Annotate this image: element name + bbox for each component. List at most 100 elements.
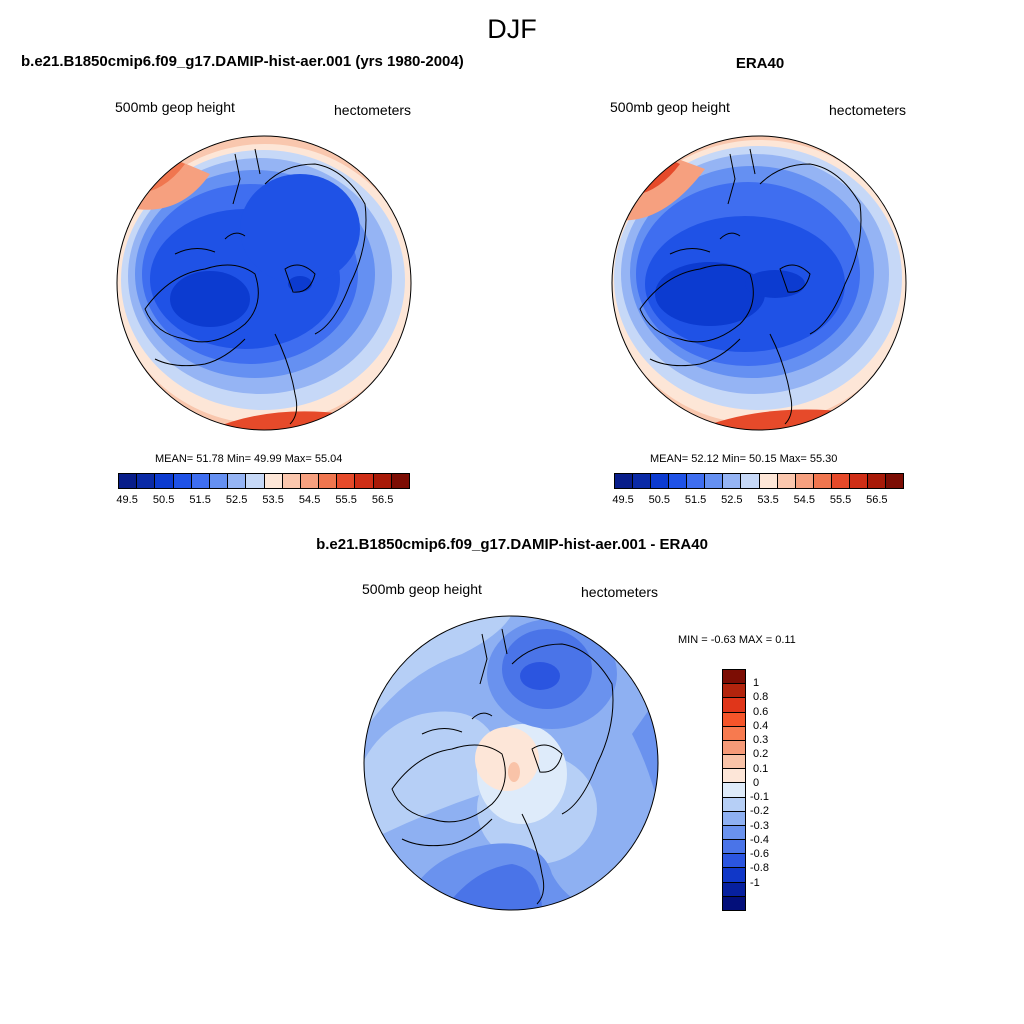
model-stats: MEAN= 51.78 Min= 49.99 Max= 55.04 xyxy=(155,453,343,465)
obs-colorbar xyxy=(614,473,904,489)
diff-colorbar-swatch xyxy=(723,755,745,770)
obs-colorbar-swatch xyxy=(723,474,742,488)
model-colorbar-label: 53.5 xyxy=(262,494,284,506)
model-colorbar-swatch xyxy=(209,474,229,488)
model-colorbar-label: 56.5 xyxy=(371,494,394,506)
diff-colorbar-swatch xyxy=(723,896,745,910)
obs-colorbar-swatch xyxy=(813,474,832,488)
diff-colorbar-swatch xyxy=(723,882,745,897)
model-colorbar-swatch xyxy=(282,474,301,488)
obs-colorbar-label: 52.5 xyxy=(721,494,743,506)
model-colorbar-swatch xyxy=(337,474,356,488)
obs-variable-label: 500mb geop height xyxy=(610,99,730,115)
diff-colorbar-label: 0.3 xyxy=(753,734,769,747)
model-colorbar-swatch xyxy=(246,474,265,488)
diff-colorbar-label: -0.6 xyxy=(750,848,769,861)
diff-colorbar-label: 1 xyxy=(753,677,760,690)
diff-colorbar-label: -1 xyxy=(750,876,760,889)
obs-units-label: hectometers xyxy=(829,102,907,118)
obs-colorbar-swatch xyxy=(795,474,814,488)
model-colorbar-swatch xyxy=(137,474,156,488)
obs-colorbar-swatch xyxy=(885,474,903,488)
diff-colorbar-swatch xyxy=(723,825,745,841)
diff-variable-label: 500mb geop height xyxy=(362,581,482,597)
obs-colorbar-label: 50.5 xyxy=(648,494,671,506)
obs-colorbar-swatch xyxy=(741,474,760,488)
obs-colorbar-swatch xyxy=(831,474,850,488)
obs-colorbar-swatch xyxy=(867,474,886,488)
obs-colorbar-swatch xyxy=(759,474,778,488)
obs-colorbar-swatch xyxy=(633,474,652,488)
obs-colorbar-swatch xyxy=(615,474,634,488)
obs-colorbar-labels: 49.5 50.5 51.5 52.5 53.5 54.5 55.5 56.5 xyxy=(612,494,904,510)
obs-colorbar-label: 49.5 xyxy=(612,494,634,506)
model-colorbar-swatch xyxy=(228,474,247,488)
obs-colorbar-label: 56.5 xyxy=(866,494,888,506)
obs-panel-title: ERA40 xyxy=(735,55,785,72)
diff-polar-map xyxy=(363,615,659,911)
obs-colorbar-swatch xyxy=(651,474,670,488)
diff-colorbar-swatch xyxy=(723,854,745,869)
diff-colorbar-swatch xyxy=(723,712,745,727)
model-colorbar-label: 49.5 xyxy=(116,494,138,506)
diff-colorbar-label: -0.8 xyxy=(750,862,769,875)
model-colorbar-swatch xyxy=(119,474,138,488)
season-title: DJF xyxy=(487,14,537,44)
model-colorbar xyxy=(118,473,410,489)
model-colorbar-swatch xyxy=(373,474,392,488)
diff-colorbar-label: -0.1 xyxy=(750,791,769,804)
diff-colorbar-swatch xyxy=(723,740,745,756)
obs-colorbar-label: 51.5 xyxy=(684,494,707,506)
diff-colorbar-swatch xyxy=(723,868,745,883)
model-colorbar-label: 52.5 xyxy=(225,494,248,506)
obs-colorbar-label: 55.5 xyxy=(829,494,852,506)
model-units-label: hectometers xyxy=(334,102,412,118)
obs-colorbar-label: 53.5 xyxy=(757,494,779,506)
diff-colorbar-label: 0.2 xyxy=(753,748,769,761)
model-polar-map xyxy=(116,135,412,431)
obs-stats: MEAN= 52.12 Min= 50.15 Max= 55.30 xyxy=(650,453,838,465)
diff-colorbar-label: 0.8 xyxy=(753,691,769,704)
model-colorbar-swatch xyxy=(264,474,283,488)
diff-units-label: hectometers xyxy=(581,584,659,600)
obs-colorbar-swatch xyxy=(687,474,706,488)
model-colorbar-swatch xyxy=(173,474,192,488)
obs-colorbar-swatch xyxy=(705,474,724,488)
diff-colorbar-label: 0.6 xyxy=(753,705,769,718)
model-colorbar-swatch xyxy=(391,474,409,488)
diff-colorbar-swatch xyxy=(723,840,745,855)
diff-colorbar-swatch xyxy=(723,698,745,713)
model-colorbar-swatch xyxy=(191,474,210,488)
diff-colorbar xyxy=(722,669,746,911)
model-colorbar-swatch xyxy=(300,474,320,488)
diff-colorbar-swatch xyxy=(723,684,745,699)
diff-stats: MIN = -0.63 MAX = 0.11 xyxy=(678,634,796,646)
diff-colorbar-label: 0 xyxy=(753,776,760,789)
model-variable-label: 500mb geop height xyxy=(115,99,235,115)
model-colorbar-swatch xyxy=(155,474,174,488)
diff-colorbar-labels: 1 0.8 0.6 0.4 0.3 0.2 0.1 0 -0.1 -0.2 -0.3 -0.4 -0.6… xyxy=(750,669,790,911)
diff-colorbar-swatch xyxy=(723,670,745,685)
obs-colorbar-swatch xyxy=(669,474,688,488)
diff-colorbar-swatch xyxy=(723,811,745,826)
diff-panel-title: b.e21.B1850cmip6.f09_g17.DAMIP-hist-aer.… xyxy=(316,536,708,553)
obs-colorbar-swatch xyxy=(777,474,796,488)
diff-colorbar-swatch xyxy=(723,769,745,784)
diff-colorbar-swatch xyxy=(723,726,745,741)
model-colorbar-swatch xyxy=(319,474,338,488)
model-colorbar-swatch xyxy=(355,474,374,488)
obs-polar-map xyxy=(611,135,907,431)
obs-colorbar-label: 54.5 xyxy=(793,494,816,506)
model-colorbar-labels: 49.5 50.5 51.5 52.5 53.5 54.5 55.5 56.5 xyxy=(116,494,410,510)
model-colorbar-label: 55.5 xyxy=(335,494,357,506)
obs-colorbar-swatch xyxy=(849,474,868,488)
diff-colorbar-swatch xyxy=(723,797,745,812)
model-colorbar-label: 50.5 xyxy=(152,494,175,506)
diff-colorbar-label: -0.3 xyxy=(750,819,769,832)
model-colorbar-label: 51.5 xyxy=(189,494,211,506)
model-panel-title: b.e21.B1850cmip6.f09_g17.DAMIP-hist-aer.… xyxy=(21,53,464,70)
model-colorbar-label: 54.5 xyxy=(298,494,321,506)
diff-colorbar-label: -0.4 xyxy=(750,833,769,846)
diff-colorbar-swatch xyxy=(723,783,745,798)
diff-colorbar-label: -0.2 xyxy=(750,805,769,818)
